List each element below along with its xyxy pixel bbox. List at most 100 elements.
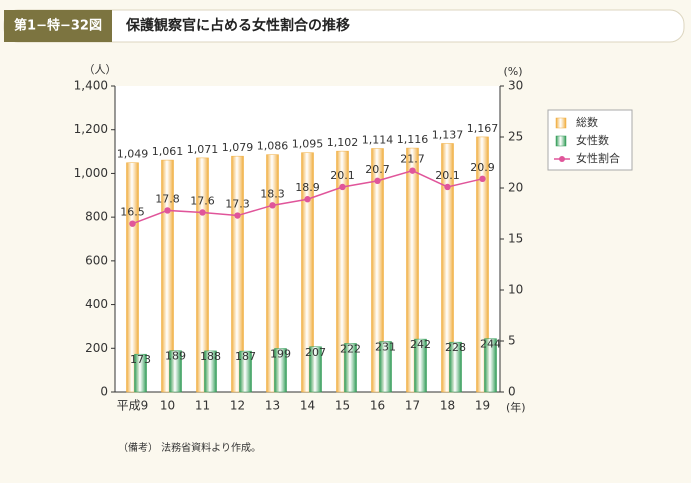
bar	[196, 157, 209, 393]
rate-label: 20.9	[470, 161, 495, 174]
x-tick-label: 11	[195, 399, 210, 413]
chart-title: 保護観察官に占める女性割合の推移	[125, 17, 350, 34]
rate-label: 17.8	[155, 192, 180, 205]
bar	[274, 348, 287, 393]
y2-tick-label: 30	[508, 79, 523, 93]
bar-label: 1,116	[397, 133, 429, 146]
y2-tick-label: 15	[508, 232, 523, 246]
rate-point	[164, 207, 171, 214]
bar-label: 1,079	[222, 141, 254, 154]
rate-point	[409, 167, 416, 174]
rate-label: 17.6	[190, 194, 215, 207]
rate-point	[129, 220, 136, 227]
legend-swatch	[555, 135, 567, 147]
bar	[309, 346, 322, 393]
rate-label: 18.3	[260, 187, 285, 200]
bar-label: 187	[235, 350, 256, 363]
rate-point	[199, 209, 206, 216]
rate-point	[374, 177, 381, 185]
bar	[336, 150, 349, 393]
x-tick-label: 15	[335, 399, 350, 413]
x-tick-label: 18	[440, 399, 455, 413]
bar	[204, 350, 217, 393]
bar	[239, 350, 252, 393]
bar-label: 1,071	[187, 143, 219, 156]
y2-tick-label: 10	[508, 283, 523, 297]
bar	[371, 148, 384, 393]
rate-label: 18.9	[295, 181, 320, 194]
rate-label: 16.5	[120, 206, 145, 219]
x-tick-label: 16	[370, 399, 385, 413]
rate-label: 17.3	[225, 198, 250, 211]
y2-tick-label: 5	[508, 334, 516, 348]
y-tick-label: 800	[85, 210, 108, 224]
rate-point	[269, 202, 276, 209]
bar-label: 207	[305, 346, 326, 359]
legend-marker	[559, 156, 565, 162]
bar-label: 242	[410, 338, 431, 351]
legend-swatch	[555, 117, 567, 129]
bar	[301, 152, 314, 393]
x-tick-label: 14	[300, 399, 315, 413]
rate-label: 20.7	[365, 163, 390, 176]
x-tick-label: 10	[160, 399, 175, 413]
bar-label: 228	[445, 341, 466, 354]
x-tick-label: 19	[475, 399, 490, 413]
y-tick-label: 1,000	[74, 166, 108, 180]
y-tick-label: 600	[85, 253, 108, 267]
bar-label: 222	[340, 342, 361, 355]
header-label-box	[4, 10, 112, 42]
y2-tick-label: 20	[508, 181, 523, 195]
bar	[169, 350, 182, 393]
bar-label: 1,102	[327, 136, 359, 149]
bar-label: 173	[130, 353, 151, 366]
y-tick-label: 400	[85, 297, 108, 311]
rate-label: 20.1	[330, 169, 355, 182]
bar-label: 199	[270, 348, 291, 361]
x-tick-label: 平成9	[117, 399, 149, 413]
bar	[344, 343, 357, 393]
x-tick-label: 12	[230, 399, 245, 413]
bar	[379, 341, 392, 393]
bar-label: 189	[165, 350, 186, 363]
y2-tick-label: 0	[508, 385, 516, 399]
bar-label: 1,167	[467, 122, 499, 135]
rate-point	[339, 183, 346, 191]
y-tick-label: 1,200	[74, 122, 108, 136]
bar	[441, 143, 454, 393]
x-tick-label: 17	[405, 399, 420, 413]
bar	[476, 136, 489, 393]
bar	[134, 353, 147, 393]
legend-label: 総数	[576, 115, 598, 129]
bar-label: 1,095	[292, 138, 324, 151]
x-tick-label: 13	[265, 399, 280, 413]
rate-label: 21.7	[400, 153, 425, 166]
bar-label: 1,049	[117, 148, 149, 161]
rate-point	[234, 212, 241, 219]
bar	[266, 154, 279, 393]
bar	[406, 147, 419, 393]
rate-point	[444, 183, 451, 191]
bar	[449, 341, 462, 393]
bar-label: 188	[200, 350, 221, 363]
y-tick-label: 0	[100, 385, 108, 399]
bar-label: 1,137	[432, 128, 464, 141]
bar	[161, 159, 174, 393]
bar-label: 244	[480, 338, 501, 351]
rate-point	[304, 196, 311, 203]
header-label: 第1−特−32図	[14, 18, 102, 34]
bar-label: 231	[375, 341, 396, 354]
rate-label: 20.1	[435, 169, 460, 182]
note: （備考） 法務省資料より作成。	[118, 441, 261, 454]
bar-label: 1,114	[362, 134, 394, 147]
bar	[414, 338, 427, 393]
bar-label: 1,061	[152, 145, 184, 158]
legend-label: 女性割合	[576, 151, 620, 165]
y-unit: （人）	[84, 63, 117, 76]
bar-label: 1,086	[257, 140, 289, 153]
y-tick-label: 200	[85, 341, 108, 355]
y-tick-label: 1,400	[74, 79, 108, 93]
legend-label: 女性数	[576, 133, 609, 147]
rate-point	[479, 175, 486, 183]
